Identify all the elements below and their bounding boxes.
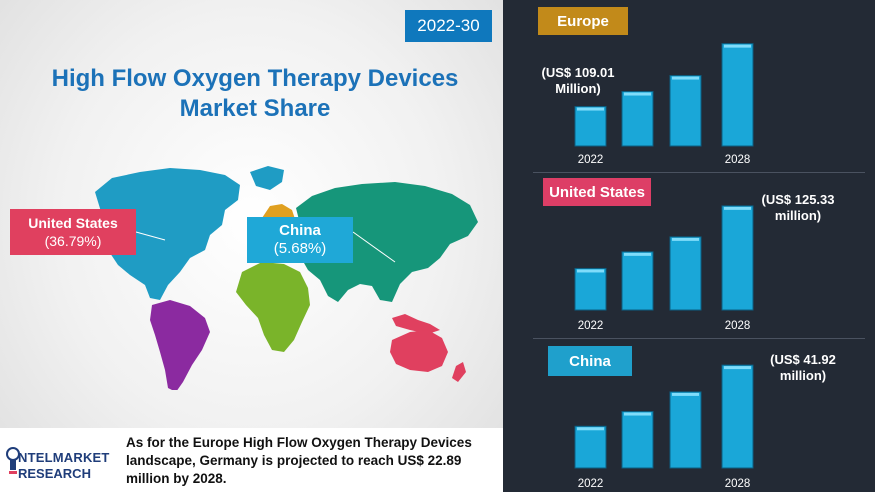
china-callout-share: (5.68%): [273, 240, 327, 257]
bar-charts: 2022 2028 2022 2028 2022 2028: [574, 43, 754, 490]
europe-bar-highlight-2: [624, 92, 651, 96]
china-year-label-1: 2022: [578, 478, 604, 490]
china-bar-highlight-4: [724, 366, 751, 370]
section-divider: [533, 338, 865, 339]
us-year-label-4: 2028: [725, 320, 751, 332]
china-bar-3: [669, 391, 702, 469]
us-value-label: (US$ 125.33 million): [753, 192, 843, 224]
map-new-zealand: [452, 362, 466, 382]
us-year-label-1: 2022: [578, 320, 604, 332]
china-value-line-2: million): [779, 368, 827, 383]
china-year-label-4: 2028: [725, 478, 751, 490]
china-bar-highlight-2: [624, 412, 651, 416]
china-bar-2: [621, 411, 654, 469]
china-tag: China: [548, 346, 632, 376]
europe-year-label-4: 2028: [725, 154, 751, 166]
map-greenland: [250, 166, 284, 190]
map-south-america: [150, 300, 210, 390]
china-share-callout: China (5.68%): [247, 217, 353, 263]
china-value-line-1: (US$ 41.92: [770, 352, 836, 367]
company-logo: NTELMARKET RESEARCH: [6, 440, 116, 486]
europe-year-label-1: 2022: [578, 154, 604, 166]
section-divider: [533, 172, 865, 173]
china-bar-4: [721, 364, 754, 469]
europe-value-line-2: Million): [555, 81, 601, 96]
china-callout-name: China: [279, 222, 321, 239]
footer-description: As for the Europe High Flow Oxygen Thera…: [126, 435, 472, 486]
europe-tag: Europe: [538, 7, 628, 35]
europe-bar-1: [574, 106, 607, 147]
map-north-america: [95, 168, 240, 300]
us-pointer-line: [135, 231, 166, 241]
map-australia: [390, 330, 448, 372]
logo-line-2: RESEARCH: [18, 466, 91, 481]
us-value-line-1: (US$ 125.33: [761, 192, 835, 207]
title-line-1: High Flow Oxygen Therapy Devices: [51, 65, 459, 92]
logo-line-1: NTELMARKET: [18, 450, 110, 465]
china-pointer-line: [352, 231, 396, 263]
europe-value-line-1: (US$ 109.01: [541, 65, 615, 80]
us-bar-highlight-4: [724, 206, 751, 210]
us-bar-highlight-2: [624, 252, 651, 256]
us-bar-4: [721, 205, 754, 311]
map-se-asia: [392, 314, 440, 334]
us-value-line-2: million): [774, 208, 822, 223]
china-bar-highlight-3: [672, 392, 699, 396]
europe-bar-highlight-3: [672, 76, 699, 80]
us-bar-highlight-3: [672, 237, 699, 241]
lightbulb-icon: [6, 447, 20, 474]
europe-bar-highlight-4: [724, 44, 751, 48]
united-states-tag: United States: [543, 178, 651, 206]
us-bar-3: [669, 236, 702, 311]
europe-bar-3: [669, 75, 702, 147]
europe-value-label: (US$ 109.01 Million): [538, 65, 618, 97]
world-map: [95, 166, 478, 390]
map-asia: [296, 182, 478, 302]
us-bar-2: [621, 251, 654, 311]
title-line-2: Market Share: [179, 95, 331, 122]
europe-bar-2: [621, 91, 654, 147]
us-bar-1: [574, 267, 607, 311]
period-badge: 2022-30: [405, 10, 492, 42]
china-bar-highlight-1: [577, 427, 604, 431]
right-panel: Europe (US$ 109.01 Million) United State…: [503, 0, 875, 492]
europe-bar-4: [721, 43, 754, 147]
map-africa: [236, 262, 310, 352]
left-panel: 2022-30 High Flow Oxygen Therapy Devices…: [0, 0, 503, 492]
footer-strip: NTELMARKET RESEARCH As for the Europe Hi…: [0, 428, 503, 492]
china-value-label: (US$ 41.92 million): [765, 352, 841, 384]
europe-bar-highlight-1: [577, 107, 604, 111]
page-title: High Flow Oxygen Therapy Devices Market …: [20, 64, 490, 124]
us-callout-name: United States: [28, 215, 118, 231]
us-share-callout: United States (36.79%): [10, 209, 136, 255]
us-bar-highlight-1: [577, 269, 604, 273]
us-callout-share: (36.79%): [44, 233, 102, 249]
china-bar-1: [574, 425, 607, 469]
